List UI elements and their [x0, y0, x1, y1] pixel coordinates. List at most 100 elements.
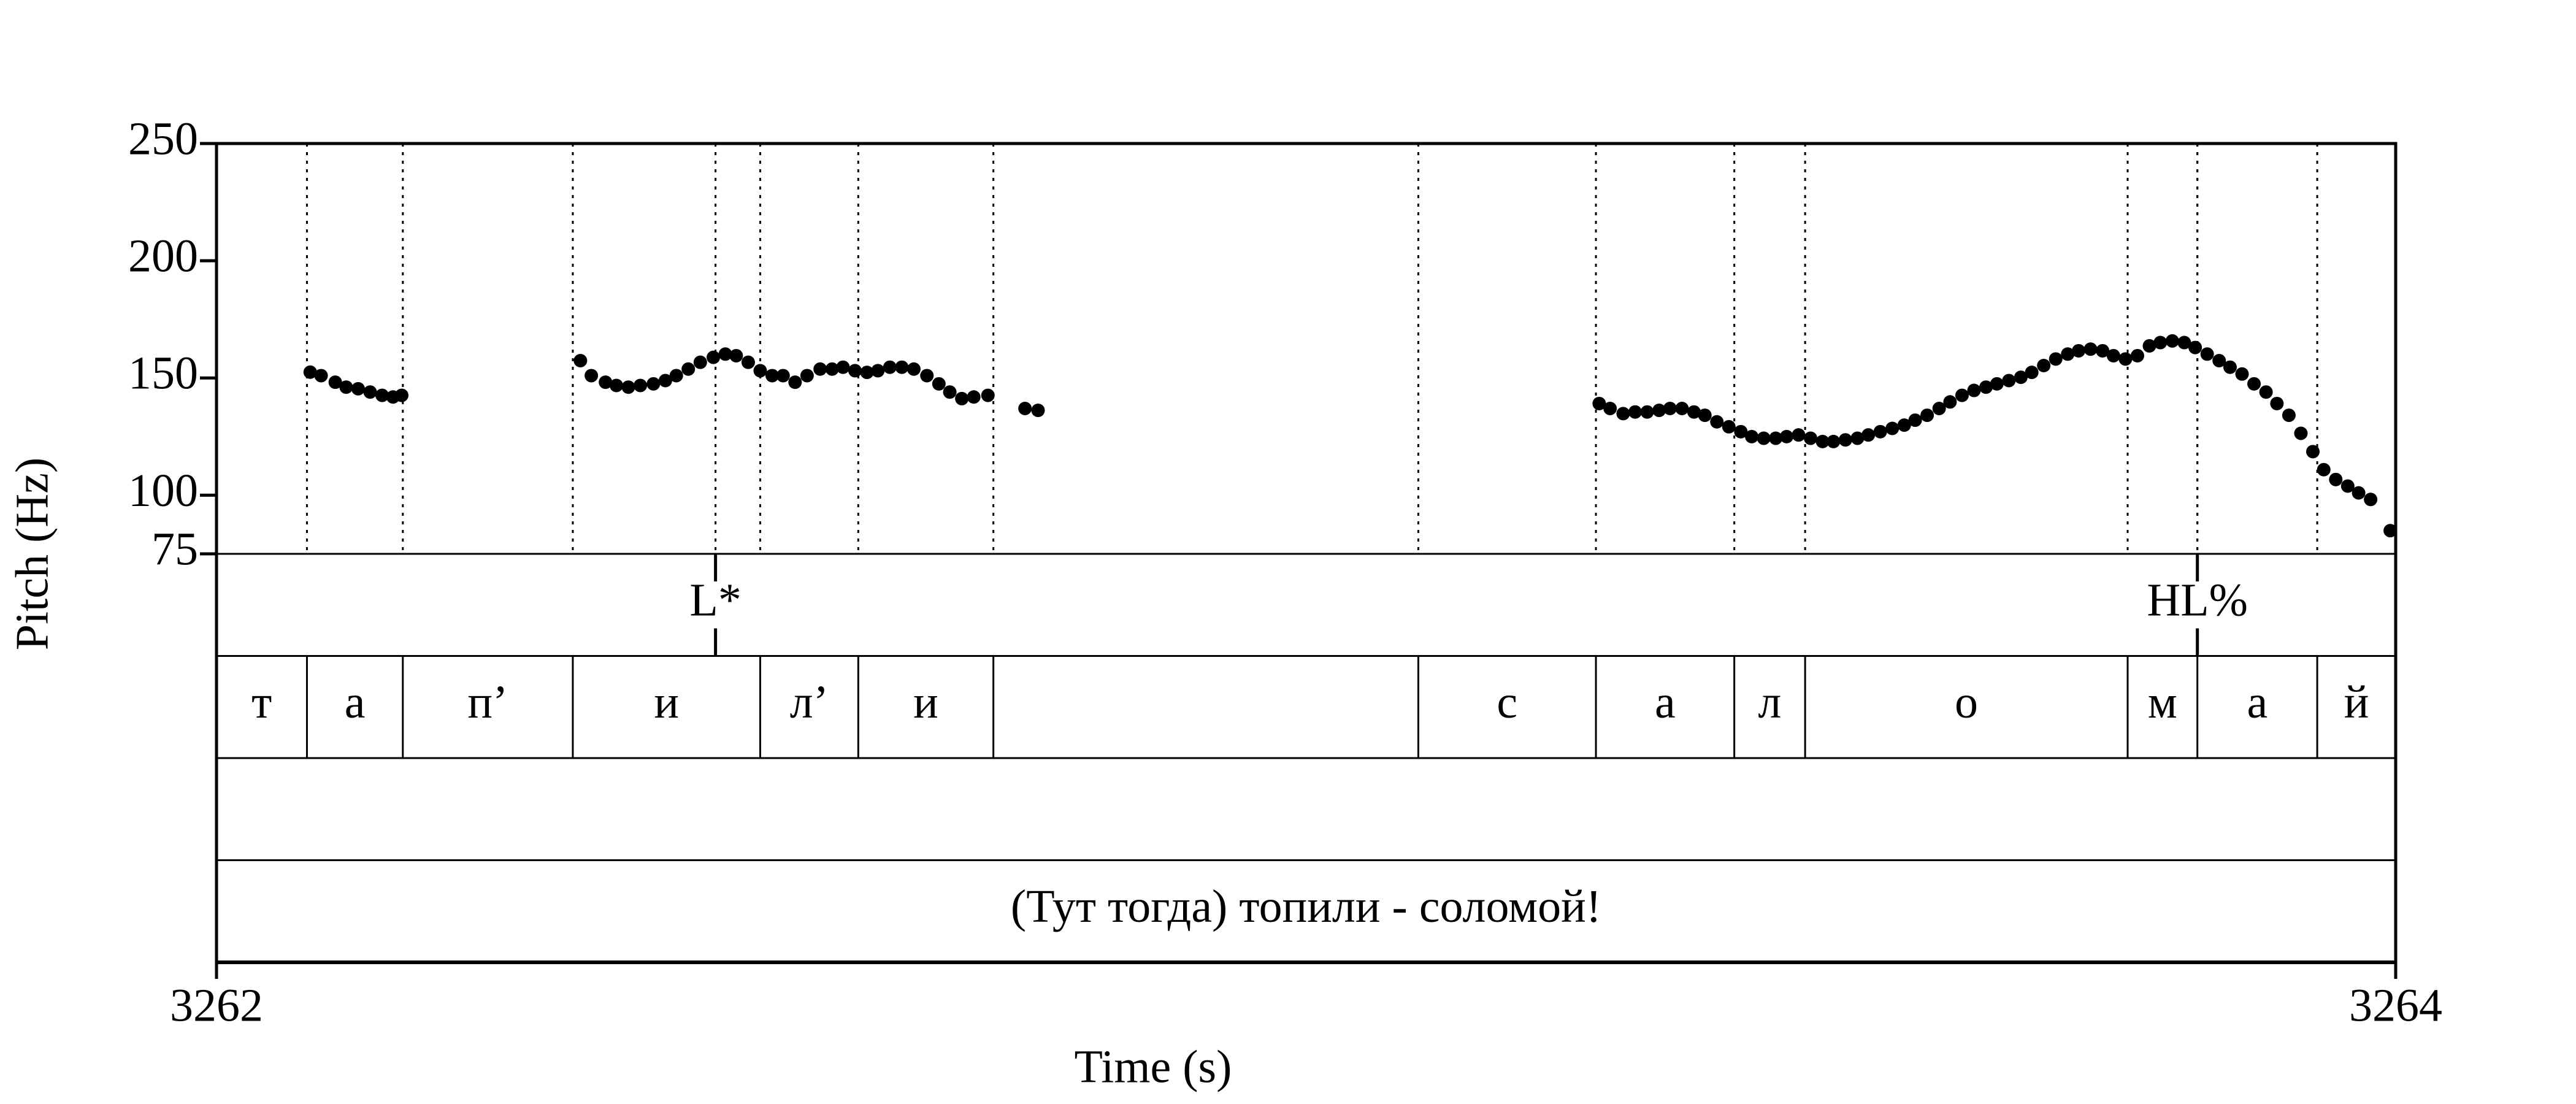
point-label: L*	[689, 575, 741, 626]
pitch-point	[1979, 380, 1993, 394]
interval-label: й	[2344, 677, 2369, 728]
y-axis-label: Pitch (Hz)	[6, 458, 58, 650]
pitch-point	[646, 377, 661, 391]
pitch-point	[2130, 348, 2144, 362]
interval-label: а	[1655, 677, 1676, 728]
pitch-point	[573, 353, 588, 367]
pitch-point	[895, 360, 909, 374]
pitch-point	[860, 366, 874, 380]
pitch-point	[955, 391, 969, 405]
pitch-point	[788, 375, 802, 389]
x-tick-label: 3262	[170, 979, 263, 1031]
pitch-point	[1873, 424, 1887, 439]
pitch-point	[1779, 429, 1793, 443]
pitch-point	[1698, 408, 1712, 423]
pitch-point	[375, 388, 389, 402]
pitch-point	[669, 369, 683, 383]
pitch-point	[693, 355, 707, 369]
pitch-point	[1932, 401, 1946, 415]
pitch-point	[2142, 339, 2156, 353]
pitch-point	[2282, 408, 2296, 423]
pitch-point	[363, 385, 377, 399]
pitch-point	[1897, 418, 1911, 432]
pitch-point	[1861, 428, 1876, 442]
pitch-point	[2223, 360, 2237, 374]
pitch-point	[848, 364, 862, 378]
pitch-point	[2317, 462, 2331, 477]
pitch-point	[2188, 340, 2202, 355]
pitch-point	[2383, 524, 2398, 538]
pitch-point	[2364, 493, 2378, 507]
pitch-point	[981, 388, 995, 402]
pitch-point	[1592, 396, 1606, 410]
pitch-point	[351, 381, 365, 396]
pitch-point	[1722, 420, 1736, 434]
pitch-point	[328, 375, 342, 389]
pitch-point	[2061, 347, 2075, 361]
pitch-point	[2306, 445, 2320, 459]
pitch-point	[1850, 431, 1865, 445]
pitch-point	[2014, 370, 2028, 385]
interval-label: и	[654, 677, 679, 728]
pitch-point	[609, 378, 623, 393]
pitch-point	[2106, 348, 2120, 362]
interval-label: м	[2148, 677, 2177, 728]
point-label: HL%	[2147, 575, 2248, 626]
interval-label: о	[1955, 677, 1978, 728]
interval-label: а	[345, 677, 366, 728]
pitch-point	[907, 362, 921, 376]
pitch-point	[1652, 404, 1666, 418]
y-tick-label: 150	[128, 348, 198, 399]
pitch-point	[1018, 401, 1032, 415]
pitch-point	[2329, 472, 2343, 486]
interval-label: с	[1497, 677, 1517, 728]
pitch-point	[1031, 404, 1045, 418]
pitch-point	[2037, 359, 2051, 373]
pitch-point	[729, 348, 743, 362]
pitch-point	[1885, 421, 1899, 435]
pitch-point	[871, 364, 885, 378]
pitch-point	[1663, 401, 1677, 415]
pitch-point	[753, 364, 767, 378]
pitch-point	[776, 369, 790, 383]
pitch-point	[2259, 385, 2273, 399]
pitch-point	[741, 355, 755, 369]
pitch-point	[765, 369, 780, 383]
x-tick-label: 3264	[2349, 979, 2442, 1031]
pitch-point	[1710, 415, 1724, 429]
pitch-point	[1687, 405, 1701, 419]
pitch-point	[681, 362, 696, 376]
y-tick-label: 75	[151, 523, 198, 575]
pitch-point	[1804, 431, 1818, 445]
pitch-point	[1616, 407, 1630, 421]
pitch-point	[1990, 377, 2004, 391]
pitch-point	[2165, 334, 2179, 348]
pitch-point	[634, 378, 648, 393]
y-tick-label: 250	[128, 113, 198, 164]
y-tick-label: 200	[128, 231, 198, 282]
pitch-point	[825, 362, 839, 376]
pitch-point	[2247, 377, 2261, 391]
pitch-point	[599, 375, 613, 389]
pitch-point	[621, 380, 635, 394]
pitch-point	[883, 360, 897, 374]
pitch-point	[1603, 401, 1617, 415]
pitch-point	[2096, 343, 2110, 358]
pitch-point	[800, 369, 814, 383]
pitch-point	[967, 390, 981, 404]
pitch-point	[2177, 335, 2191, 350]
y-tick-label: 100	[128, 465, 198, 516]
pitch-point	[932, 377, 946, 391]
pitch-point	[2212, 353, 2226, 367]
pitch-point	[1920, 408, 1934, 423]
pitch-point	[339, 380, 353, 394]
pitch-point	[2235, 367, 2249, 381]
pitch-point	[2200, 347, 2214, 361]
pitch-point	[2294, 426, 2308, 440]
pitch-point	[2083, 342, 2098, 356]
pitch-point	[1943, 395, 1957, 409]
pitch-point	[1827, 434, 1841, 448]
interval-label: (Тут тогда) топили - соломой!	[1011, 881, 1601, 932]
